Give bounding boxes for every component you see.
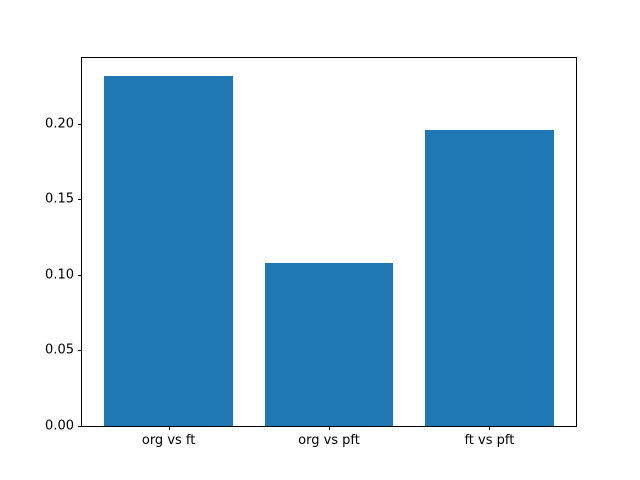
- bar-org-vs-pft: [264, 262, 394, 426]
- x-tick-mark: [168, 426, 170, 430]
- y-tick-mark: [78, 274, 82, 276]
- x-tick-mark: [489, 426, 491, 430]
- plot-area: 0.00 0.05 0.10 0.15 0.20 org vs ft org vs pft…: [45, 57, 577, 448]
- y-tick-mark: [78, 199, 82, 201]
- y-tick-label: 0.05: [45, 342, 74, 358]
- x-tick-label: ft vs pft: [464, 433, 515, 448]
- y-tick-mark: [78, 123, 82, 125]
- y-tick-label: 0.15: [45, 191, 74, 207]
- y-tick-label: 0.10: [45, 267, 74, 283]
- y-tick-label: 0.20: [45, 116, 74, 132]
- y-tick-mark: [78, 350, 82, 352]
- x-tick-mark: [329, 426, 330, 430]
- bar-ft-vs-pft: [425, 129, 554, 426]
- x-tick-label: org vs pft: [298, 433, 360, 448]
- x-tick-label: org vs ft: [141, 433, 196, 448]
- y-tick-label: 0.00: [45, 418, 74, 434]
- bar-org-vs-ft: [104, 75, 233, 426]
- y-tick-mark: [78, 426, 82, 427]
